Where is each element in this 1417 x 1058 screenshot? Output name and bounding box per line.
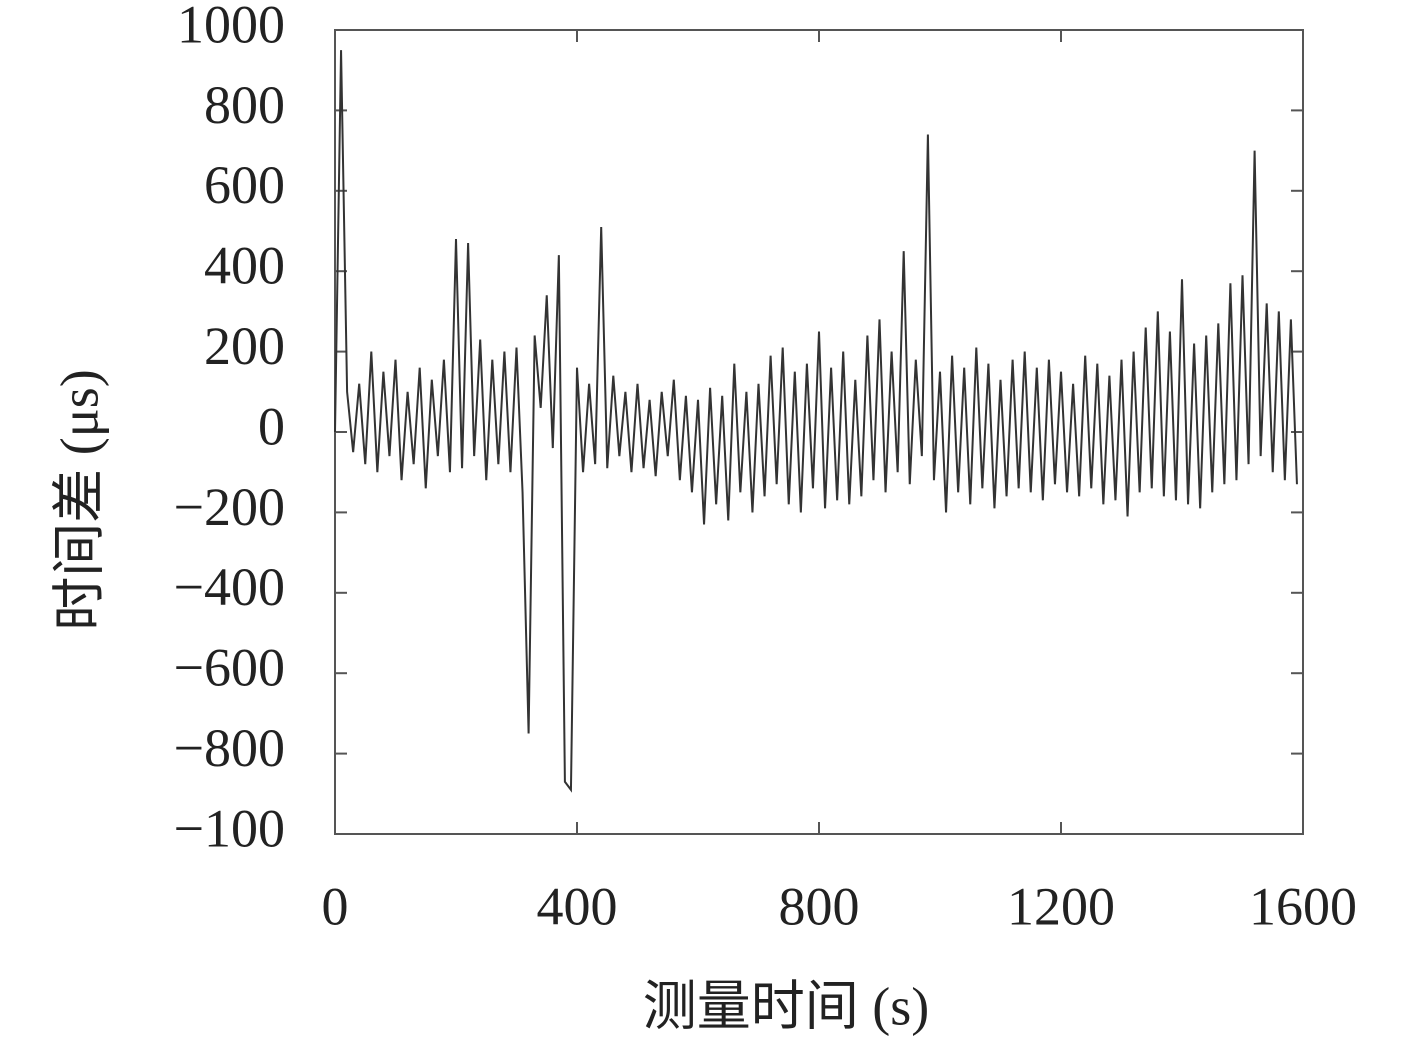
x-axis-label: 测量时间 (s) [643, 976, 929, 1036]
y-tick-label: 1000 [177, 0, 285, 54]
plot-frame [334, 29, 1304, 835]
x-tick-label: 0 [322, 876, 349, 936]
y-tick-label: −600 [174, 638, 285, 698]
data-line [334, 50, 1298, 793]
x-tick-label: 400 [537, 876, 618, 936]
y-tick-label: −400 [174, 557, 285, 617]
y-tick-label: −800 [174, 718, 285, 778]
y-tick-label: 0 [258, 396, 285, 456]
y-axis-label: 时间差 (μs) [49, 369, 109, 630]
y-tick-label: 200 [204, 316, 285, 376]
y-tick-label: 400 [204, 236, 285, 296]
y-tick-label: −200 [174, 477, 285, 537]
x-tick-label: 800 [779, 876, 860, 936]
y-tick-label: −100 [174, 798, 285, 858]
x-tick-label: 1600 [1249, 876, 1357, 936]
y-tick-label: 600 [204, 155, 285, 215]
x-tick-label: 1200 [1007, 876, 1115, 936]
y-tick-label: 800 [204, 75, 285, 135]
